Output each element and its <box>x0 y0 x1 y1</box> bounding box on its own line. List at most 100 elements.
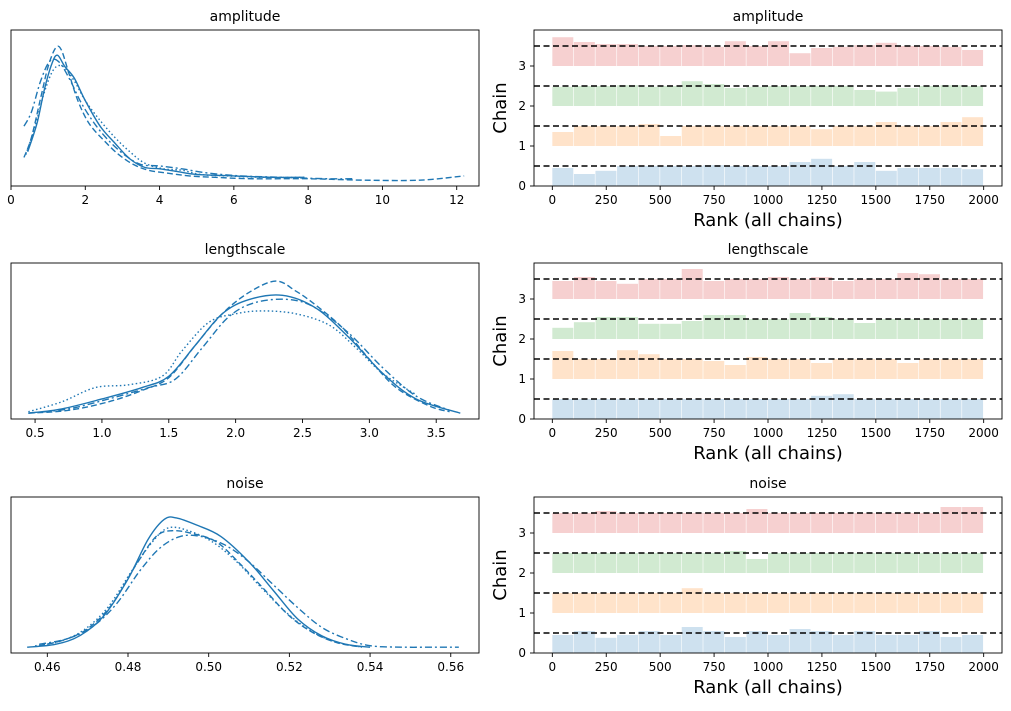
rank-bar-chain-1 <box>789 593 811 613</box>
rank-bar-chain-1 <box>573 359 595 379</box>
rank-bar-chain-0 <box>897 399 919 419</box>
x-axis-label: Rank (all chains) <box>693 677 843 698</box>
x-tick-label: 1750 <box>914 426 945 440</box>
panel-title: lengthscale <box>205 242 286 258</box>
rank-bar-chain-3 <box>962 279 984 299</box>
rank-bar-chain-1 <box>746 593 768 613</box>
rank-bar-chain-3 <box>681 45 703 66</box>
rank-bar-chain-2 <box>617 317 638 339</box>
x-tick-label: 2000 <box>968 426 999 440</box>
rank-bar-chain-3 <box>854 45 876 66</box>
rank-bar-chain-2 <box>897 553 919 573</box>
rank-bar-chain-3 <box>811 277 833 299</box>
rank-bar-chain-2 <box>681 321 703 339</box>
x-tick-label: 1000 <box>753 660 784 674</box>
rank-bar-chain-1 <box>724 593 746 613</box>
rank-bar-chain-3 <box>724 41 746 66</box>
rank-bar-chain-1 <box>617 350 638 379</box>
x-tick-label: 1250 <box>807 193 838 207</box>
rank-bar-chain-0 <box>595 637 617 653</box>
rank-bar-chain-3 <box>811 48 833 66</box>
y-tick-label: 2 <box>518 566 526 580</box>
rank-bar-chain-2 <box>595 553 617 573</box>
rank-bar-chain-3 <box>789 279 811 299</box>
rank-bar-chain-3 <box>918 274 940 299</box>
rank-bar-chain-1 <box>897 126 919 146</box>
rank-bar-chain-0 <box>660 635 682 653</box>
x-tick-label: 0.52 <box>276 660 303 674</box>
rank-bar-chain-0 <box>962 399 984 419</box>
rank-bar-chain-3 <box>789 53 811 66</box>
x-tick-label: 1500 <box>861 660 892 674</box>
rank-bar-chain-0 <box>573 399 595 419</box>
rank-bar-chain-3 <box>854 513 876 533</box>
rank-bar-chain-2 <box>832 319 854 339</box>
rank-bar-chain-3 <box>811 513 833 533</box>
rank-bar-chain-3 <box>660 513 682 533</box>
rank-bar-chain-1 <box>681 359 703 379</box>
rank-bar-chain-1 <box>703 126 725 146</box>
rank-bar-chain-2 <box>617 553 638 573</box>
rank-bar-chain-3 <box>573 42 595 66</box>
rank-bar-chain-2 <box>768 553 789 573</box>
rank-bar-chain-0 <box>617 635 638 653</box>
rank-bar-chain-1 <box>552 593 574 613</box>
rank-bar-chain-2 <box>660 86 682 106</box>
rank-bar-chain-3 <box>832 46 854 66</box>
y-tick-label: 0 <box>518 412 526 426</box>
x-tick-label: 1250 <box>807 660 838 674</box>
rank-bar-chain-0 <box>724 637 746 653</box>
plot-frame <box>10 29 480 187</box>
rank-bar-chain-0 <box>660 399 682 419</box>
rank-bar-chain-1 <box>854 359 876 379</box>
rank-bar-chain-1 <box>962 117 984 146</box>
rank-bar-chain-2 <box>918 553 940 573</box>
rank-panel-noise: noise 0 250 500 750 1000 1250 1500 1750 2000 0 1 2 3 R… <box>490 476 1003 698</box>
rank-bar-chain-1 <box>962 593 984 613</box>
y-tick-label: 2 <box>518 99 526 113</box>
rank-bar-chain-3 <box>918 513 940 533</box>
rank-bar-chain-0 <box>832 635 854 653</box>
x-tick-label: 10 <box>375 193 390 207</box>
rank-bar-chain-3 <box>703 46 725 66</box>
rank-bar-chain-0 <box>811 395 833 419</box>
x-tick-label: 0.5 <box>26 426 45 440</box>
x-tick-label: 2000 <box>968 193 999 207</box>
panel-title: amplitude <box>210 9 281 25</box>
rank-bar-chain-0 <box>703 165 725 186</box>
rank-bar-chain-3 <box>638 513 660 533</box>
rank-bar-chain-2 <box>918 86 940 106</box>
x-axis-label: Rank (all chains) <box>693 443 843 464</box>
rank-bar-chain-0 <box>962 635 984 653</box>
rank-bar-chain-3 <box>595 281 617 299</box>
rank-bar-chain-1 <box>940 359 962 379</box>
rank-bar-chain-0 <box>746 166 768 186</box>
rank-bar-chain-1 <box>638 124 660 146</box>
rank-bar-chain-0 <box>854 399 876 419</box>
rank-bar-chain-2 <box>573 322 595 339</box>
rank-bar-chain-0 <box>854 162 876 186</box>
rank-bar-chain-0 <box>746 399 768 419</box>
rank-bar-chain-2 <box>746 86 768 106</box>
x-tick-label: 1500 <box>861 426 892 440</box>
panel-title: amplitude <box>733 9 804 25</box>
rank-bar-chain-2 <box>789 313 811 339</box>
rank-bar-chain-1 <box>638 593 660 613</box>
rank-bar-chain-0 <box>918 168 940 186</box>
rank-bar-chain-1 <box>854 126 876 146</box>
rank-bar-chain-0 <box>573 631 595 653</box>
y-tick-label: 2 <box>518 332 526 346</box>
plot-frame <box>10 262 480 420</box>
x-tick-label: 500 <box>649 426 672 440</box>
rank-bar-chain-0 <box>875 635 897 653</box>
rank-bar-chain-2 <box>962 553 984 573</box>
rank-bar-chain-0 <box>552 168 574 186</box>
rank-bar-chain-3 <box>875 42 897 66</box>
kde-panel-amplitude: amplitude 0 2 4 6 8 10 12 <box>7 9 480 207</box>
rank-bar-chain-3 <box>617 513 638 533</box>
rank-bar-chain-1 <box>811 363 833 379</box>
rank-bar-chain-3 <box>768 41 789 66</box>
x-tick-label: 1750 <box>914 193 945 207</box>
x-tick-label: 0.46 <box>34 660 61 674</box>
